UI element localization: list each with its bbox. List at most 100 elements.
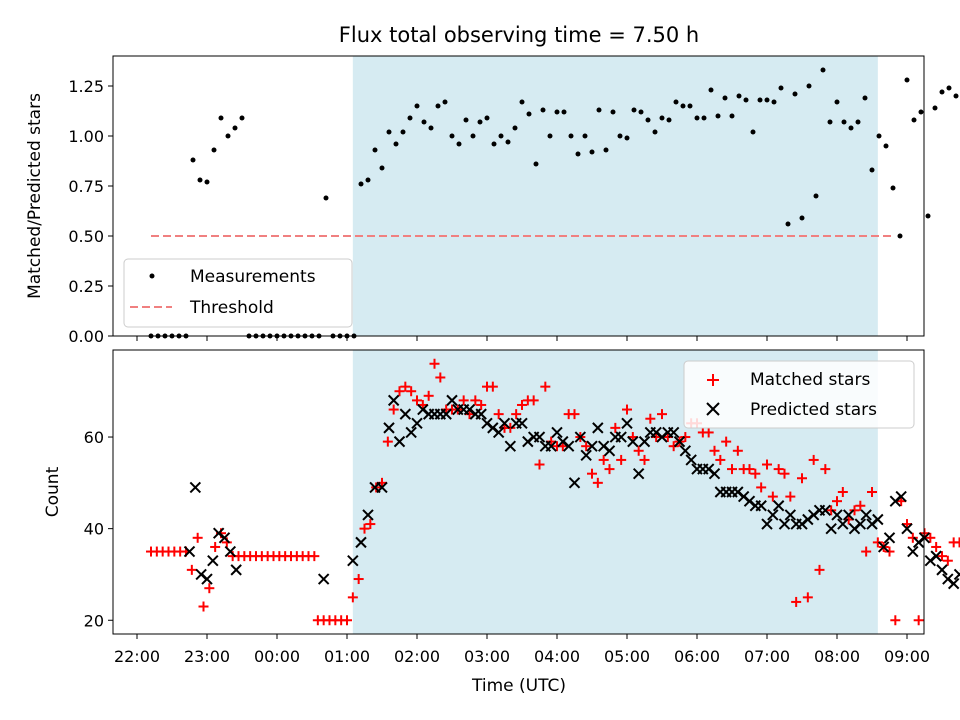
predicted-star-point <box>545 440 557 452</box>
bottom-x-tick-label: 01:00 <box>324 647 370 666</box>
predicted-star-point <box>317 573 330 585</box>
matched-star-point <box>412 395 422 406</box>
measurement-point <box>421 119 427 125</box>
matched-star-point <box>680 432 691 443</box>
measurement-point <box>596 107 602 113</box>
measurement-point <box>526 111 532 117</box>
matched-star-point <box>204 583 215 594</box>
top-y-tick-label: 0.50 <box>68 227 104 246</box>
matched-star-point <box>744 464 755 475</box>
matched-star-point <box>890 615 901 626</box>
top-legend-box <box>123 258 353 328</box>
matched-star-point <box>657 409 667 420</box>
measurement-point <box>736 93 742 99</box>
matched-star-point <box>359 523 370 534</box>
measurement-point <box>743 97 749 103</box>
predicted-star-point <box>860 509 872 521</box>
measurement-point <box>204 179 210 185</box>
measurement-point <box>456 141 462 147</box>
matched-star-point <box>505 422 516 433</box>
legend-matched-marker <box>707 374 719 386</box>
bottom-x-tick-label: 23:00 <box>184 647 230 666</box>
matched-star-point <box>622 404 632 415</box>
bottom-legend-box <box>683 360 915 429</box>
measurement-point <box>407 115 413 121</box>
measurement-point <box>575 151 581 157</box>
predicted-star-point <box>201 573 213 585</box>
predicted-star-point <box>825 522 837 535</box>
measurement-point <box>379 165 385 171</box>
matched-star-point <box>750 468 761 479</box>
measurement-point <box>218 115 224 121</box>
measurement-point <box>610 109 616 115</box>
matched-star-point <box>837 487 848 497</box>
matched-star-point <box>309 551 320 562</box>
predicted-star-point <box>475 408 487 420</box>
legend-threshold-label: Threshold <box>189 298 274 318</box>
top-legend: Measurements Threshold <box>123 258 353 328</box>
measurement-point <box>519 99 525 105</box>
measurement-point <box>582 133 588 139</box>
matched-star-point <box>645 413 656 424</box>
top-y-tick-label: 0.00 <box>68 327 104 346</box>
measurement-point <box>834 99 840 105</box>
measurement-point <box>890 185 896 191</box>
bottom-y-axis-label: Count <box>43 466 63 517</box>
top-y-tick-label: 1.00 <box>68 127 104 146</box>
predicted-star-point <box>842 509 855 521</box>
matched-star-point <box>604 464 615 475</box>
measurement-point <box>561 109 567 115</box>
matched-star-point <box>709 445 720 456</box>
x-axis-label: Time (UTC) <box>471 676 566 696</box>
measurement-point <box>827 119 833 125</box>
measurement-point <box>449 133 455 139</box>
predicted-star-point <box>930 550 942 562</box>
matched-star-point <box>342 615 352 626</box>
matched-star-point <box>487 381 498 392</box>
predicted-star-point <box>708 467 721 480</box>
predicted-star-point <box>355 536 367 549</box>
measurement-point <box>869 167 875 173</box>
measurement-point <box>792 91 798 97</box>
measurement-point <box>400 129 406 135</box>
measurement-point <box>862 95 868 101</box>
predicted-star-point <box>767 509 779 521</box>
matched-star-point <box>534 459 545 470</box>
top-marks <box>148 67 959 339</box>
legend-measurements-label: Measurements <box>190 267 316 287</box>
measurement-point <box>617 133 623 139</box>
predicted-star-point <box>953 568 960 581</box>
matched-star-point <box>394 386 405 397</box>
matched-star-point <box>511 409 522 420</box>
measurement-point <box>491 141 497 147</box>
matched-star-point <box>872 537 883 548</box>
matched-star-point <box>785 491 796 502</box>
matched-star-point <box>610 422 621 433</box>
measurement-point <box>715 113 721 119</box>
predicted-star-point <box>679 445 692 457</box>
measurement-point <box>918 109 924 115</box>
measurement-point <box>414 103 420 109</box>
measurement-point <box>897 233 903 239</box>
predicted-star-point <box>568 477 581 489</box>
predicted-star-point <box>936 564 948 576</box>
matched-star-point <box>861 546 872 557</box>
matched-star-point <box>826 505 837 516</box>
measurement-point <box>211 147 217 153</box>
matched-star-point <box>954 537 960 548</box>
measurement-point <box>939 89 945 95</box>
measurement-point <box>673 99 679 105</box>
predicted-star-point <box>603 445 616 457</box>
measurement-point <box>631 107 637 113</box>
matched-star-point <box>429 358 440 369</box>
predicted-star-point <box>854 518 867 530</box>
measurement-point <box>701 115 707 121</box>
measurement-point <box>946 85 952 91</box>
matched-star-point <box>569 409 580 420</box>
matched-star-point <box>773 464 784 475</box>
measurement-point <box>365 177 371 183</box>
measurement-point <box>512 125 518 131</box>
predicted-star-point <box>504 440 517 452</box>
measurement-point <box>757 97 763 103</box>
measurement-point <box>729 113 735 119</box>
